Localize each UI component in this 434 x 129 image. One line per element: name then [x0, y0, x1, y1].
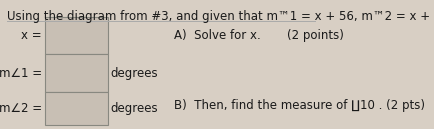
Text: degrees: degrees: [111, 102, 158, 115]
Bar: [45, 54, 108, 92]
Text: A)  Solve for x.       (2 points): A) Solve for x. (2 points): [173, 29, 343, 42]
Text: m∠2 =: m∠2 =: [0, 102, 42, 115]
Text: x =: x =: [21, 29, 42, 42]
Text: B)  Then, find the measure of ∐10 . (2 pts): B) Then, find the measure of ∐10 . (2 pt…: [173, 99, 424, 112]
Text: degrees: degrees: [111, 67, 158, 80]
Text: Using the diagram from #3, and given that m™1 = x + 56, m™2 = x + 136: Using the diagram from #3, and given tha…: [7, 10, 434, 23]
Text: m∠1 =: m∠1 =: [0, 67, 42, 80]
Bar: [45, 92, 108, 125]
Bar: [45, 17, 108, 54]
